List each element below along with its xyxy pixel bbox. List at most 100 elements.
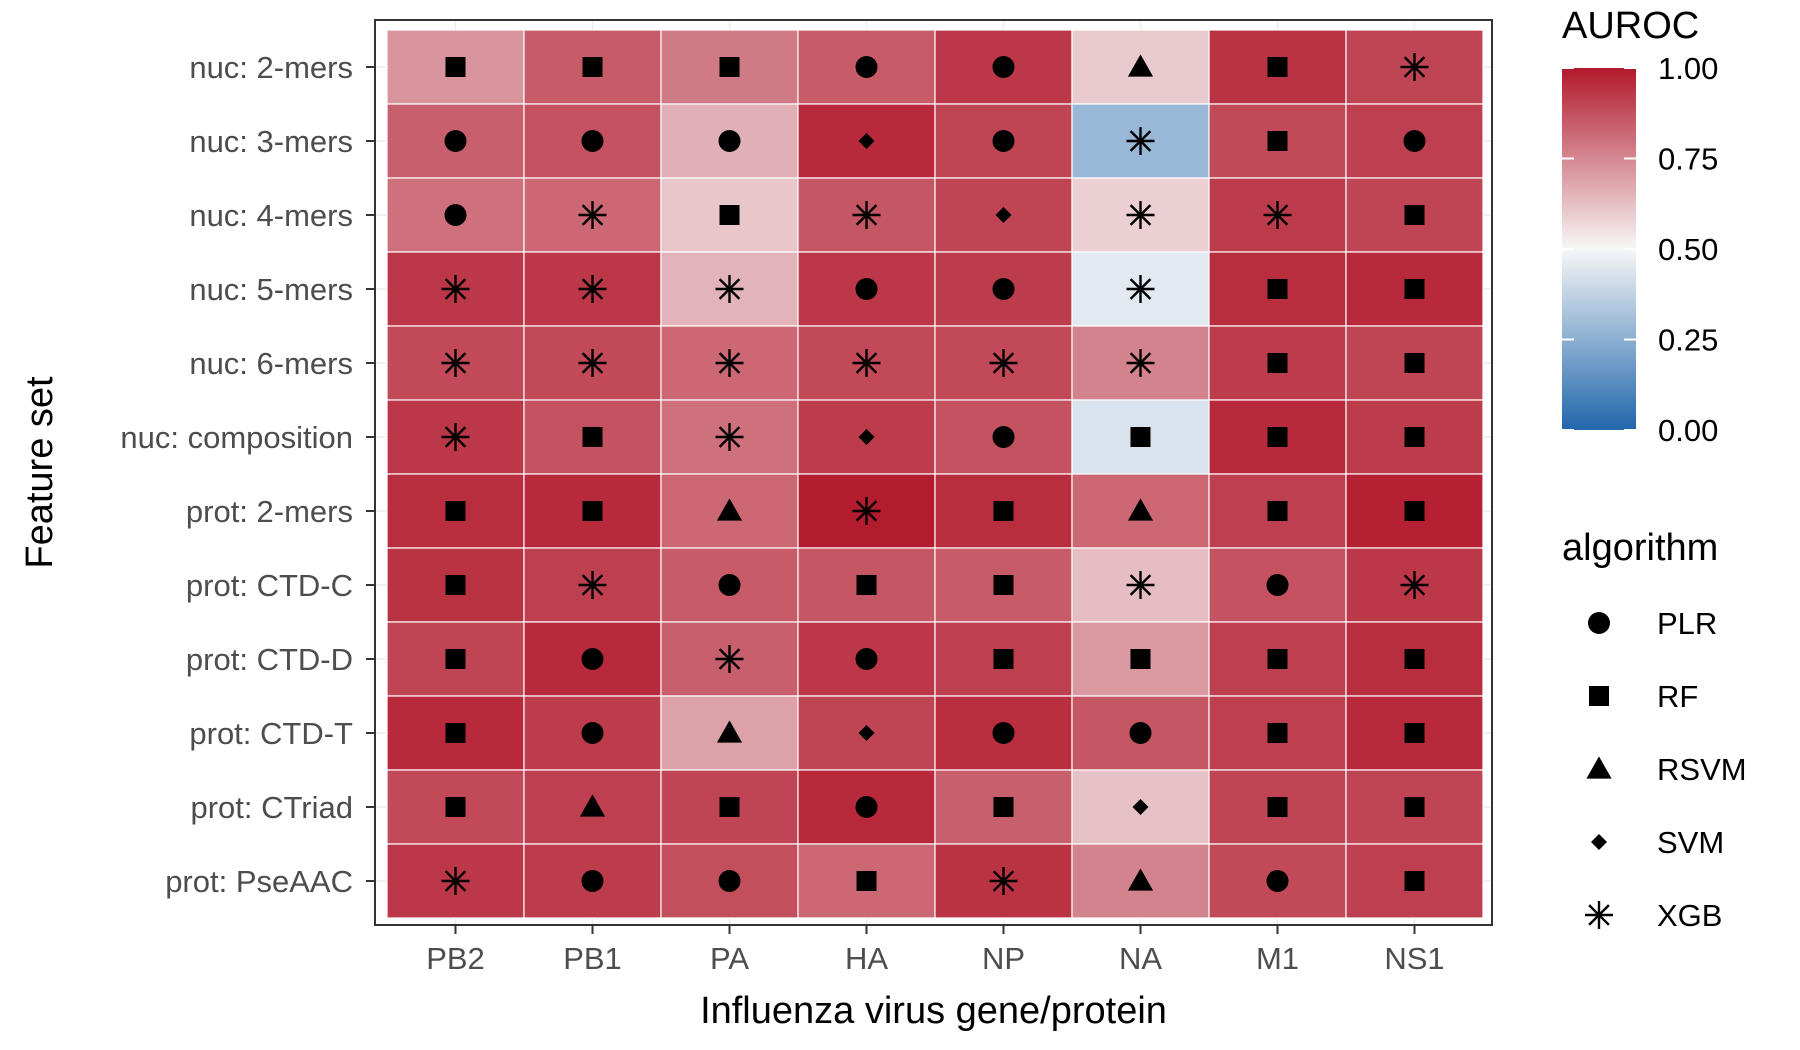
y-tick-label: prot: 2-mers [186,494,353,529]
algorithm-marker [1404,501,1425,521]
algorithm-marker [1404,797,1425,817]
algorithm-marker [1267,279,1288,299]
algorithm-marker [1132,799,1149,815]
algorithm-marker [441,275,470,303]
y-tick-label: prot: PseAAC [165,864,353,899]
x-tick-label: PA [710,941,749,976]
algorithm-marker [445,723,466,743]
algorithm-marker [856,575,877,595]
algorithm-legend: algorithm PLR RF RSVM SVM XGB [1562,527,1747,933]
x-tick-label: NA [1119,941,1162,976]
colorbar-tick-label: 0.75 [1658,142,1718,177]
algorithm-marker [719,205,740,225]
algorithm-marker [855,278,878,300]
algorithm-marker [582,501,603,521]
algorithm-marker [715,645,744,673]
algorithm-marker [1267,131,1288,151]
algorithm-marker [992,56,1015,78]
algorithm-marker [444,130,467,152]
y-tick-label: prot: CTD-D [186,642,353,677]
legend-asterisk-icon [1585,901,1613,929]
algorithm-marker [582,57,603,77]
algorithm-marker [993,797,1014,817]
algorithm-marker [992,426,1015,448]
algorithm-marker [1267,649,1288,669]
algorithm-marker [1130,427,1151,447]
algorithm-marker [719,797,740,817]
colorbar-gradient [1562,68,1636,430]
algorithm-marker [716,720,743,743]
algorithm-markers [441,53,1429,895]
algorithm-marker [852,497,881,525]
algorithm-marker [1267,501,1288,521]
y-tick-label: prot: CTD-T [189,716,353,751]
algorithm-marker [578,571,607,599]
algorithm-marker [445,575,466,595]
algorithm-marker [1266,574,1289,596]
algorithm-marker [715,275,744,303]
algorithm-marker [1127,54,1154,77]
algorithm-marker [1126,201,1155,229]
algorithm-marker [578,275,607,303]
algorithm-marker [715,349,744,377]
algorithm-marker [716,498,743,521]
algorithm-marker [581,722,604,744]
algorithm-marker [1404,205,1425,225]
algorithm-marker [441,349,470,377]
algorithm-legend-label: XGB [1657,898,1722,933]
panel-border [374,19,1493,926]
algorithm-marker [1403,130,1426,152]
algorithm-marker [1266,870,1289,892]
y-axis-ticks: nuc: 2-mers nuc: 3-mers nuc: 4-mers nuc: 5-… [120,50,375,899]
algorithm-marker [1400,571,1429,599]
algorithm-marker [719,57,740,77]
algorithm-marker [993,501,1014,521]
algorithm-marker [855,56,878,78]
colorbar-tick-label: 0.00 [1658,413,1718,448]
algorithm-marker [856,871,877,891]
algorithm-marker [441,423,470,451]
y-tick-label: prot: CTD-C [186,568,353,603]
heatmap-cell [386,325,525,401]
algorithm-marker [581,130,604,152]
x-tick-label: PB2 [426,941,485,976]
algorithm-marker [1267,797,1288,817]
legend-diamond-icon [1591,834,1607,850]
algorithm-marker [995,207,1012,223]
algorithm-marker [989,867,1018,895]
algorithm-marker [718,574,741,596]
x-axis-ticks: PB2 PB1 PA HA NP NA M1 NS1 [426,925,1445,976]
algorithm-marker [855,796,878,818]
algorithm-marker [1404,723,1425,743]
algorithm-marker [992,278,1015,300]
y-tick-label: nuc: 4-mers [189,198,353,233]
algorithm-marker [718,870,741,892]
algorithm-marker [578,201,607,229]
heatmap-cell [1345,103,1484,179]
algorithm-marker [1267,353,1288,373]
algorithm-marker [852,349,881,377]
y-tick-label: nuc: 6-mers [189,346,353,381]
algorithm-legend-label: PLR [1657,606,1717,641]
algorithm-marker [993,575,1014,595]
y-axis-title: Feature set [19,376,61,569]
algorithm-marker [1126,275,1155,303]
algorithm-marker [1127,498,1154,521]
algorithm-marker [992,130,1015,152]
algorithm-marker [1400,53,1429,81]
algorithm-marker [1267,427,1288,447]
algorithm-marker [858,725,875,741]
algorithm-marker [1126,349,1155,377]
algorithm-marker [1404,649,1425,669]
algorithm-marker [1404,427,1425,447]
algorithm-marker [444,204,467,226]
x-tick-label: HA [845,941,888,976]
algorithm-marker [852,201,881,229]
algorithm-marker [441,867,470,895]
algorithm-marker [1127,868,1154,891]
algorithm-legend-title: algorithm [1562,527,1718,569]
algorithm-marker [581,648,604,670]
algorithm-marker [718,130,741,152]
x-tick-label: NS1 [1384,941,1444,976]
